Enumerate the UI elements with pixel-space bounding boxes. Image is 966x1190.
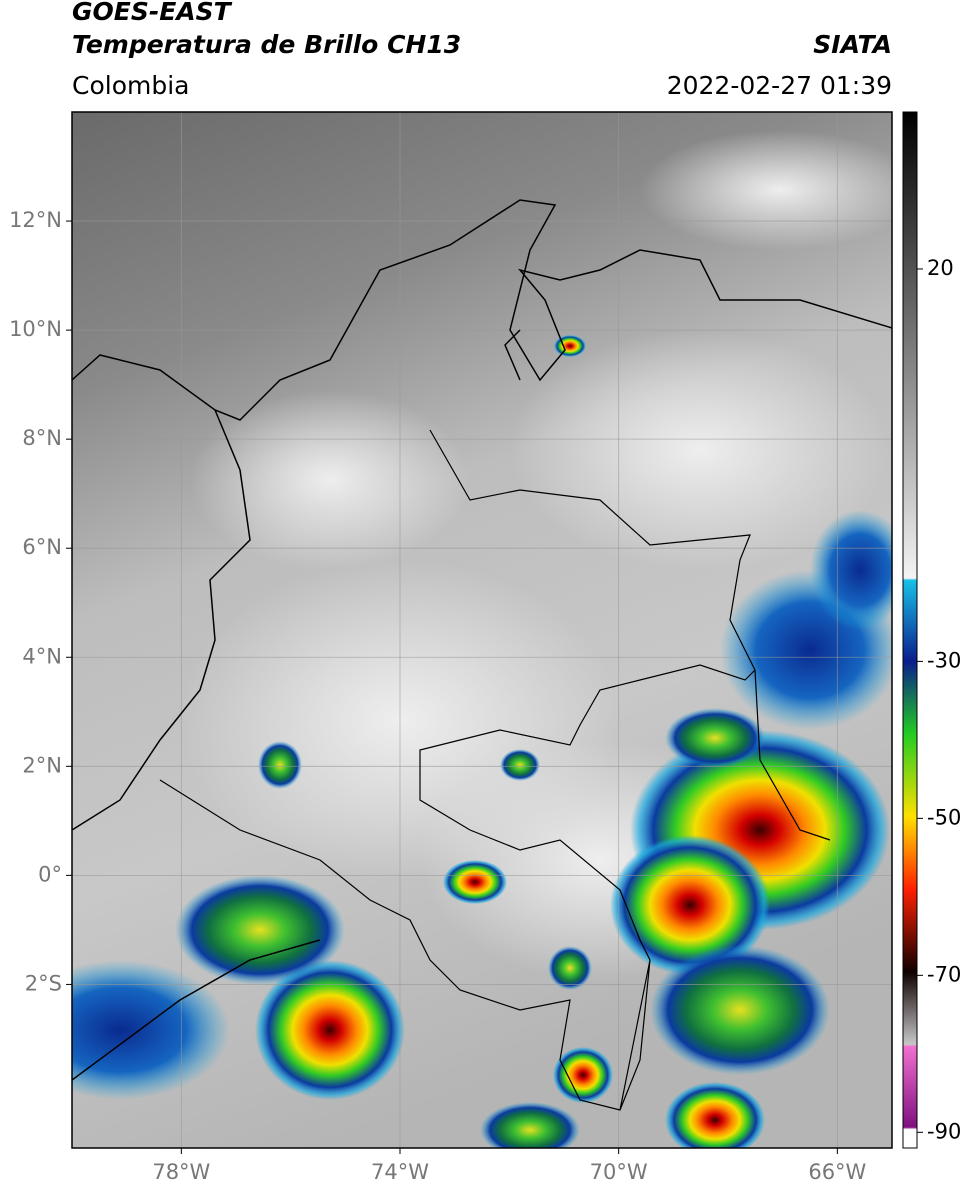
satellite-image (72, 112, 892, 1148)
region: Colombia (72, 71, 189, 100)
coastline (72, 199, 892, 1081)
y-tick-label: 2°S (25, 971, 62, 995)
convection (810, 510, 892, 630)
colorbar (902, 111, 918, 1149)
y-tick-label: 4°N (22, 644, 62, 668)
borders (159, 429, 831, 1111)
colorbar-tick-label: -50 (927, 805, 961, 829)
convection (258, 741, 302, 789)
convection (443, 860, 507, 904)
y-tick-label: 12°N (9, 208, 62, 232)
colorbar-tick-label: -90 (927, 1119, 961, 1143)
cloud (510, 330, 890, 570)
y-tick-label: 8°N (22, 426, 62, 450)
convection (175, 875, 345, 985)
convection (553, 1047, 613, 1103)
convection (72, 960, 230, 1100)
y-tick-label: 6°N (22, 535, 62, 559)
title-satellite: GOES-EAST (72, 0, 233, 26)
y-tick-label: 2°N (22, 753, 62, 777)
convection (255, 960, 405, 1100)
x-tick-label: 66°W (808, 1160, 866, 1184)
x-tick-label: 78°W (152, 1160, 210, 1184)
convection (610, 835, 770, 975)
map-frame (71, 111, 893, 1149)
convection (554, 335, 586, 357)
convection (500, 749, 540, 781)
title-product: Temperatura de Brillo CH13 (72, 30, 461, 59)
x-tick-label: 70°W (590, 1160, 648, 1184)
cloud (640, 130, 892, 250)
datetime: 2022-02-27 01:39 (667, 71, 892, 100)
y-tick-label: 10°N (9, 317, 62, 341)
y-tick-label: 0° (38, 862, 62, 886)
colorbar-tick-label: 20 (927, 256, 954, 280)
convection (650, 945, 830, 1075)
colorbar-tick-label: -30 (927, 648, 961, 672)
graticule (72, 112, 892, 1148)
convection (665, 1082, 765, 1148)
convection (480, 1102, 580, 1148)
source: SIATA (813, 30, 892, 59)
convection (665, 708, 765, 768)
convection (548, 946, 592, 990)
colorbar-tick-label: -70 (927, 962, 961, 986)
x-tick-label: 74°W (371, 1160, 429, 1184)
